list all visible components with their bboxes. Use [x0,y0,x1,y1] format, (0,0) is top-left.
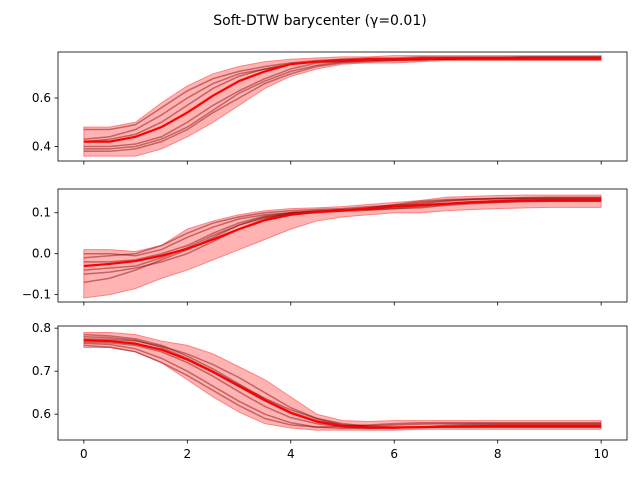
axes-frame [57,51,628,162]
x-tick-label: 4 [287,447,295,461]
series-line-1 [83,333,602,427]
y-tick-label: 0.0 [32,247,51,261]
y-tick-label: 0.7 [32,364,51,378]
series-line-2 [83,197,602,275]
subplot-3: 0.6 0.7 0.8 0 2 4 6 8 10 [32,321,628,461]
plot-area [83,194,602,299]
x-tick-label: 6 [390,447,398,461]
barycenter-line [83,56,602,143]
y-tick-label: 0.6 [32,407,51,421]
axes-frame [57,188,628,303]
series-line-6 [83,58,602,150]
x-tick-label: 0 [80,447,88,461]
subplot-1: 0.4 0.6 [32,51,628,165]
barycenter-line [83,339,602,429]
plot-area [83,55,602,157]
subplot-2: −0.1 0.0 0.1 [22,188,628,306]
axes-frame [57,325,628,441]
series-line-4 [83,58,602,153]
series-line-3 [83,338,602,429]
x-tick-label: 8 [494,447,502,461]
y-tick-label: 0.4 [32,139,51,153]
y-tick-label: 0.6 [32,91,51,105]
y-tick-label: −0.1 [22,288,51,302]
y-tick-label: 0.1 [32,206,51,220]
std-band [83,331,602,431]
series-line-1 [83,196,602,259]
std-band [83,194,602,299]
series-line-5 [83,336,602,428]
series-line-3 [83,56,602,131]
barycenter-line [83,198,602,268]
x-tick-label: 2 [183,447,191,461]
x-tick-label: 10 [593,447,608,461]
y-tick-label: 0.8 [32,321,51,335]
subplot-panels: 0.4 0.6 −0.1 0.0 0.1 0.6 0.7 0.8 0 2 4 6 8 10 [22,51,628,461]
plot-area [83,331,602,431]
std-band [83,55,602,157]
figure-title: Soft-DTW barycenter (γ=0.01) [213,13,426,29]
